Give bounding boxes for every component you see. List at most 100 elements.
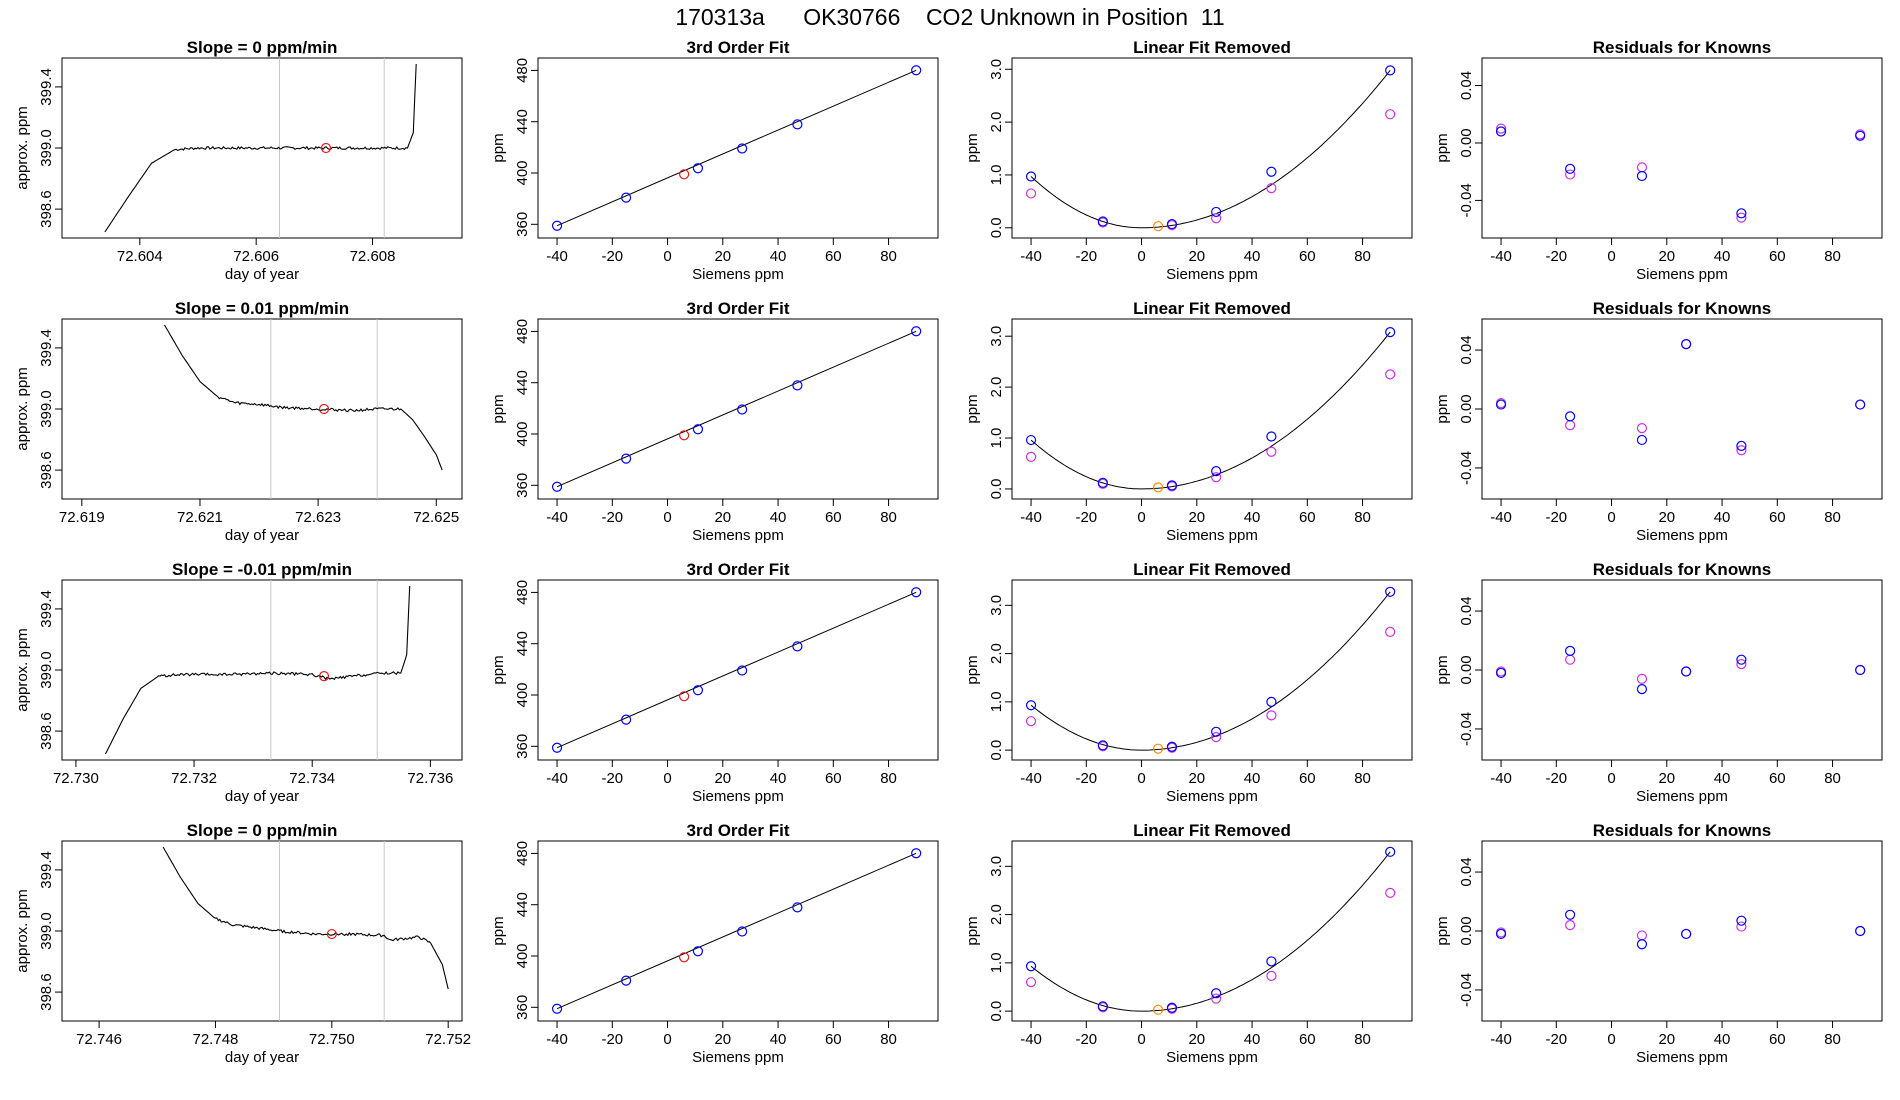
x-tick-label: 60 bbox=[1769, 509, 1786, 526]
known-point bbox=[792, 119, 803, 130]
y-axis-label: ppm bbox=[964, 655, 981, 684]
chart-title: Slope = 0 ppm/min bbox=[187, 821, 338, 840]
fit-curve bbox=[1030, 851, 1391, 1012]
known-raw-point bbox=[1385, 887, 1396, 898]
x-tick-label: 0 bbox=[1607, 770, 1615, 787]
y-tick-label: 0.04 bbox=[1458, 335, 1475, 364]
known-point bbox=[551, 220, 563, 231]
unknown-marker bbox=[318, 671, 330, 682]
x-tick-label: -20 bbox=[601, 770, 623, 787]
x-tick-label: 40 bbox=[770, 770, 787, 787]
known-raw-point bbox=[1385, 369, 1396, 380]
known-fit-point bbox=[1025, 700, 1037, 711]
residual-fit-point bbox=[1636, 684, 1648, 695]
plot-area bbox=[551, 326, 922, 492]
plot-area bbox=[1495, 645, 1866, 695]
known-point bbox=[737, 143, 748, 154]
y-tick-label: 360 bbox=[514, 212, 531, 237]
plot-area bbox=[104, 58, 417, 238]
x-tick-label: 20 bbox=[714, 509, 731, 526]
known-point bbox=[621, 453, 632, 464]
x-tick-label: -40 bbox=[1490, 248, 1512, 265]
y-tick-label: 360 bbox=[514, 734, 531, 759]
x-tick-label: 60 bbox=[1299, 770, 1316, 787]
x-tick-label: -20 bbox=[601, 1031, 623, 1048]
known-point bbox=[792, 902, 803, 913]
fit-line bbox=[556, 591, 917, 749]
plot-area bbox=[1025, 586, 1396, 754]
residual-raw-point bbox=[1636, 423, 1648, 434]
x-tick-label: 0 bbox=[1137, 770, 1145, 787]
x-tick-label: 60 bbox=[1299, 1031, 1316, 1048]
plot-frame bbox=[1011, 840, 1413, 1022]
plot-frame bbox=[1481, 57, 1883, 239]
plot-area bbox=[1025, 846, 1396, 1015]
residual-fit-point bbox=[1855, 130, 1866, 141]
y-tick-label: 399.4 bbox=[38, 68, 55, 106]
y-axis-label: ppm bbox=[1434, 916, 1451, 945]
x-tick-label: 0 bbox=[1607, 1031, 1615, 1048]
residual-fit-point bbox=[1495, 667, 1507, 679]
unknown-point bbox=[1153, 482, 1164, 493]
unknown-point bbox=[1153, 221, 1164, 232]
fit-line bbox=[556, 69, 917, 227]
known-point bbox=[692, 946, 704, 957]
x-tick-label: 80 bbox=[880, 509, 897, 526]
known-raw-point bbox=[1211, 213, 1222, 224]
chart-title: Residuals for Knowns bbox=[1593, 299, 1772, 318]
x-tick-label: -40 bbox=[1020, 1031, 1042, 1048]
residual-raw-point bbox=[1565, 420, 1576, 431]
x-tick-label: 20 bbox=[714, 770, 731, 787]
known-fit-point bbox=[1097, 477, 1108, 488]
x-tick-label: 20 bbox=[1188, 1031, 1205, 1048]
y-tick-label: 398.6 bbox=[38, 712, 55, 750]
known-fit-point bbox=[1266, 696, 1277, 707]
x-axis-label: day of year bbox=[225, 1049, 299, 1066]
signal-trace bbox=[162, 846, 449, 990]
known-point bbox=[551, 742, 563, 753]
plot-area bbox=[551, 587, 922, 753]
x-tick-label: 0 bbox=[1137, 1031, 1145, 1048]
y-tick-label: 0.04 bbox=[1458, 596, 1475, 625]
plot-area bbox=[1025, 65, 1396, 232]
known-point bbox=[911, 848, 922, 859]
y-axis-label: ppm bbox=[964, 916, 981, 945]
unknown-marker bbox=[318, 403, 330, 415]
x-axis-label: Siemens ppm bbox=[1166, 1049, 1258, 1066]
known-fit-point bbox=[1211, 206, 1222, 218]
chart-title: Linear Fit Removed bbox=[1133, 821, 1291, 840]
y-tick-label: 0.04 bbox=[1458, 71, 1475, 100]
x-tick-label: -20 bbox=[1075, 1031, 1097, 1048]
x-tick-label: 72.736 bbox=[407, 770, 453, 787]
y-tick-label: 360 bbox=[514, 473, 531, 498]
residual-fit-point bbox=[1681, 339, 1692, 350]
chart-title: Slope = 0 ppm/min bbox=[187, 38, 338, 57]
x-tick-label: 0 bbox=[1607, 248, 1615, 265]
x-tick-label: 80 bbox=[880, 248, 897, 265]
x-tick-label: 40 bbox=[1714, 509, 1731, 526]
x-tick-label: 0 bbox=[663, 509, 671, 526]
x-tick-label: 80 bbox=[880, 770, 897, 787]
known-point bbox=[692, 163, 704, 174]
x-tick-label: 0 bbox=[663, 1031, 671, 1048]
x-tick-label: 20 bbox=[714, 248, 731, 265]
y-tick-label: 440 bbox=[514, 109, 531, 134]
x-axis-label: Siemens ppm bbox=[1636, 788, 1728, 805]
chart-residuals-row-1: Residuals for Knowns -40 -20 0 20 40 60 80 Sieme… bbox=[1434, 299, 1883, 544]
plot-area bbox=[1495, 339, 1866, 456]
x-tick-label: 20 bbox=[1658, 1031, 1675, 1048]
y-tick-label: 3.0 bbox=[988, 59, 1005, 80]
x-tick-label: 72.608 bbox=[350, 248, 396, 265]
signal-trace bbox=[164, 324, 443, 471]
known-fit-point bbox=[1385, 65, 1396, 76]
known-fit-point bbox=[1385, 846, 1396, 857]
known-fit-point bbox=[1097, 740, 1108, 751]
x-tick-label: 80 bbox=[1354, 770, 1371, 787]
residual-raw-point bbox=[1565, 169, 1576, 180]
known-point bbox=[737, 665, 748, 676]
y-tick-label: 0.0 bbox=[988, 217, 1005, 238]
x-tick-label: 0 bbox=[1137, 509, 1145, 526]
known-point bbox=[692, 685, 704, 696]
fit-line bbox=[556, 330, 917, 488]
chart-title: Slope = 0.01 ppm/min bbox=[175, 299, 349, 318]
